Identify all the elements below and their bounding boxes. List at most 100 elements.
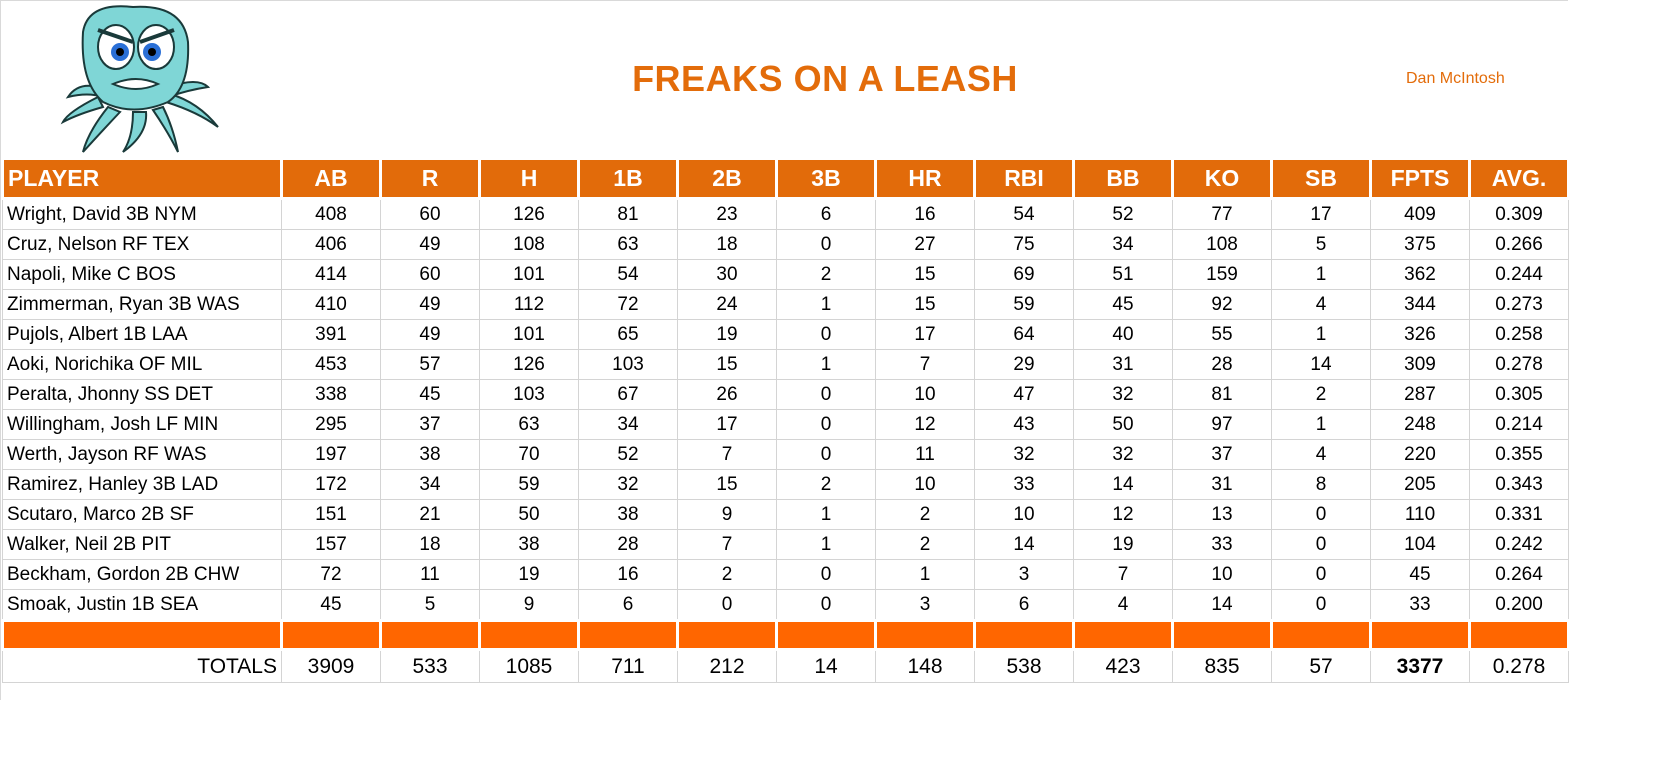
stat-cell: 16 <box>875 198 975 230</box>
total-cell: 57 <box>1271 649 1371 683</box>
owner-name: Dan McIntosh <box>1406 70 1505 87</box>
stat-cell: 15 <box>875 259 975 290</box>
stat-cell: 375 <box>1370 229 1470 260</box>
stat-cell: 1 <box>875 559 975 590</box>
stat-cell: 59 <box>974 289 1074 320</box>
stat-cell: 0 <box>776 559 876 590</box>
stat-cell: 54 <box>578 259 678 290</box>
player-row: Cruz, Nelson RF TEX 406 49 108 63 18 0 27 75 34 10… <box>2 229 1569 260</box>
stat-cell: 33 <box>974 469 1074 500</box>
separator-cell <box>577 619 679 651</box>
stat-cell: 103 <box>578 349 678 380</box>
player-name: Smoak, Justin 1B SEA <box>2 589 282 621</box>
stat-cell: 3 <box>974 559 1074 590</box>
stat-cell: 0.305 <box>1469 379 1569 410</box>
stat-cell: 12 <box>1073 499 1173 530</box>
player-name: Zimmerman, Ryan 3B WAS <box>2 289 282 320</box>
column-header-hr: HR <box>874 157 976 200</box>
stat-cell: 32 <box>1073 379 1173 410</box>
stat-cell: 0 <box>776 229 876 260</box>
stat-cell: 2 <box>776 259 876 290</box>
stat-cell: 103 <box>479 379 579 410</box>
stat-cell: 60 <box>380 198 480 230</box>
total-cell: 538 <box>974 649 1074 683</box>
player-name: Walker, Neil 2B PIT <box>2 529 282 560</box>
stat-cell: 43 <box>974 409 1074 440</box>
stat-cell: 1 <box>1271 319 1371 350</box>
stat-cell: 0.278 <box>1469 349 1569 380</box>
stat-cell: 45 <box>1370 559 1470 590</box>
stat-cell: 326 <box>1370 319 1470 350</box>
stat-cell: 9 <box>479 589 579 621</box>
column-header-1b: 1B <box>577 157 679 200</box>
stat-cell: 0 <box>776 319 876 350</box>
player-row: Scutaro, Marco 2B SF 151 21 50 38 9 1 2 10 12 13 0 1… <box>2 499 1569 530</box>
player-row: Werth, Jayson RF WAS 197 38 70 52 7 0 11 32 32 37 4… <box>2 439 1569 470</box>
stat-cell: 81 <box>1172 379 1272 410</box>
stat-cell: 14 <box>974 529 1074 560</box>
stat-cell: 0.266 <box>1469 229 1569 260</box>
separator-cell <box>1369 619 1471 651</box>
stat-cell: 15 <box>677 349 777 380</box>
octopus-logo <box>60 5 219 153</box>
stat-cell: 34 <box>1073 229 1173 260</box>
stat-cell: 52 <box>1073 198 1173 230</box>
stat-cell: 2 <box>1271 379 1371 410</box>
stat-cell: 1 <box>776 499 876 530</box>
stat-cell: 1 <box>776 289 876 320</box>
stat-cell: 69 <box>974 259 1074 290</box>
stat-cell: 33 <box>1172 529 1272 560</box>
stat-cell: 38 <box>479 529 579 560</box>
column-header-ko: KO <box>1171 157 1273 200</box>
stat-cell: 287 <box>1370 379 1470 410</box>
stat-cell: 0 <box>776 589 876 621</box>
column-header-ab: AB <box>280 157 382 200</box>
separator-cell <box>874 619 976 651</box>
stat-cell: 1 <box>1271 409 1371 440</box>
stat-cell: 0.214 <box>1469 409 1569 440</box>
column-header-2b: 2B <box>676 157 778 200</box>
stat-cell: 5 <box>380 589 480 621</box>
stat-cell: 0 <box>1271 529 1371 560</box>
stat-cell: 295 <box>281 409 381 440</box>
stat-cell: 47 <box>974 379 1074 410</box>
player-name: Ramirez, Hanley 3B LAD <box>2 469 282 500</box>
stat-cell: 0 <box>1271 499 1371 530</box>
header-row: PLAYER AB R H 1B 2B 3B HR RBI BB KO SB FPTS AVG. <box>1 157 1570 200</box>
stat-cell: 0.264 <box>1469 559 1569 590</box>
stat-cell: 0.355 <box>1469 439 1569 470</box>
stat-cell: 28 <box>578 529 678 560</box>
stat-cell: 414 <box>281 259 381 290</box>
stat-cell: 19 <box>479 559 579 590</box>
player-name: Napoli, Mike C BOS <box>2 259 282 290</box>
player-row: Pujols, Albert 1B LAA 391 49 101 65 19 0 17 64 40… <box>2 319 1569 350</box>
stat-cell: 49 <box>380 289 480 320</box>
stat-cell: 10 <box>875 379 975 410</box>
stat-cell: 32 <box>1073 439 1173 470</box>
stat-cell: 19 <box>1073 529 1173 560</box>
stat-cell: 51 <box>1073 259 1173 290</box>
stat-cell: 55 <box>1172 319 1272 350</box>
stat-cell: 13 <box>1172 499 1272 530</box>
stat-cell: 7 <box>677 439 777 470</box>
stat-cell: 220 <box>1370 439 1470 470</box>
separator-cell <box>775 619 877 651</box>
total-cell: 1085 <box>479 649 579 683</box>
stat-cell: 30 <box>677 259 777 290</box>
stat-cell: 54 <box>974 198 1074 230</box>
stat-cell: 453 <box>281 349 381 380</box>
stat-cell: 38 <box>578 499 678 530</box>
separator-cell <box>1072 619 1174 651</box>
stat-cell: 10 <box>875 469 975 500</box>
stat-cell: 0 <box>1271 559 1371 590</box>
stat-cell: 112 <box>479 289 579 320</box>
stat-cell: 37 <box>380 409 480 440</box>
border-left <box>0 0 1 700</box>
stat-cell: 2 <box>677 559 777 590</box>
stat-cell: 70 <box>479 439 579 470</box>
column-header-sb: SB <box>1270 157 1372 200</box>
separator-cell <box>1 619 283 651</box>
separator-cell <box>280 619 382 651</box>
stat-cell: 172 <box>281 469 381 500</box>
total-cell: 3377 <box>1370 649 1470 683</box>
